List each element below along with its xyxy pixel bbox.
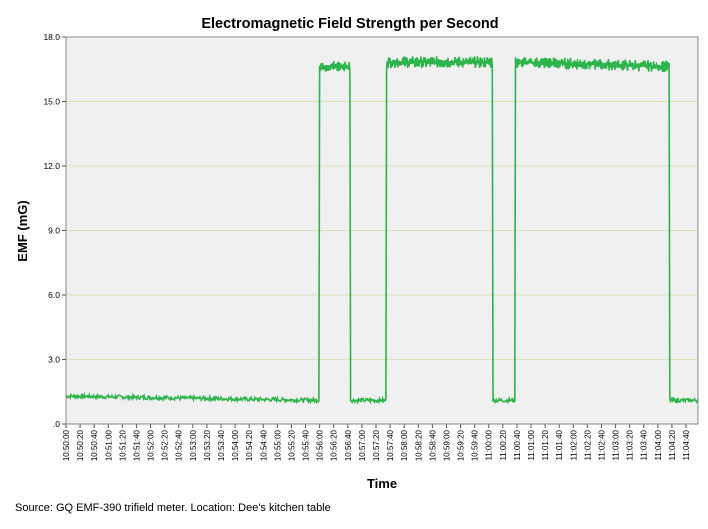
x-tick-label: 10:53:20	[203, 429, 212, 461]
x-tick-label: 10:59:40	[471, 429, 480, 461]
x-tick-label: 11:03:20	[626, 429, 635, 460]
x-tick-label: 11:04:40	[682, 429, 691, 460]
x-tick-label: 10:51:40	[132, 429, 141, 461]
x-tick-label: 10:57:00	[358, 429, 367, 461]
x-tick-label: 10:59:00	[442, 429, 451, 461]
x-tick-label: 10:58:40	[428, 429, 437, 461]
chart-title: Electromagnetic Field Strength per Secon…	[201, 16, 498, 32]
x-tick-label: 11:01:20	[541, 429, 550, 460]
x-tick-label: 10:59:20	[457, 429, 466, 461]
y-axis-title: EMF (mG)	[15, 200, 30, 261]
x-tick-label: 10:50:00	[62, 429, 71, 461]
source-note: Source: GQ EMF-390 trifield meter. Locat…	[15, 502, 331, 514]
y-tick-label: .0	[53, 419, 60, 429]
y-tick-label: 12.0	[43, 161, 60, 171]
gridlines	[66, 101, 698, 360]
x-tick-label: 10:55:00	[273, 429, 282, 461]
x-axis-ticks: 10:50:00 10:50:20 10:50:40 10:51:00 10:51:20…	[62, 424, 691, 461]
emf-series-line	[65, 56, 699, 406]
x-tick-label: 10:50:20	[76, 429, 85, 461]
y-tick-label: 9.0	[48, 226, 60, 236]
x-tick-label: 10:56:40	[344, 429, 353, 461]
x-tick-label: 10:54:00	[231, 429, 240, 461]
x-tick-label: 10:51:20	[118, 429, 127, 461]
y-tick-label: 18.0	[43, 32, 60, 42]
x-tick-label: 10:52:40	[175, 429, 184, 461]
x-tick-label: 11:01:40	[555, 429, 564, 460]
y-tick-label: 3.0	[48, 355, 60, 365]
x-tick-label: 11:00:20	[499, 429, 508, 460]
y-axis-ticks: .0 3.0 6.0 9.0 12.0 15.0 18.0	[43, 32, 66, 429]
x-tick-label: 10:50:40	[90, 429, 99, 461]
x-tick-label: 11:02:40	[597, 429, 606, 460]
x-tick-label: 10:57:20	[372, 429, 381, 461]
x-tick-label: 11:02:20	[583, 429, 592, 460]
y-tick-label: 6.0	[48, 290, 60, 300]
x-tick-label: 11:00:40	[513, 429, 522, 460]
x-tick-label: 10:55:20	[287, 429, 296, 461]
y-tick-label: 15.0	[43, 97, 60, 107]
x-tick-label: 10:52:00	[147, 429, 156, 461]
x-tick-label: 11:04:00	[654, 429, 663, 460]
x-tick-label: 10:54:20	[245, 429, 254, 461]
x-tick-label: 10:56:20	[330, 429, 339, 461]
plot-frame	[65, 36, 699, 425]
x-tick-label: 11:03:40	[640, 429, 649, 460]
x-tick-label: 10:56:00	[316, 429, 325, 461]
x-tick-label: 11:00:00	[485, 429, 494, 460]
x-tick-label: 10:58:20	[414, 429, 423, 461]
x-tick-label: 11:01:00	[527, 429, 536, 460]
x-tick-label: 10:51:00	[104, 429, 113, 461]
x-tick-label: 11:02:00	[569, 429, 578, 460]
x-tick-label: 11:03:00	[612, 429, 621, 460]
x-tick-label: 10:52:20	[161, 429, 170, 461]
x-tick-label: 10:53:40	[217, 429, 226, 461]
x-tick-label: 10:54:40	[259, 429, 268, 461]
x-axis-title: Time	[367, 476, 397, 491]
x-tick-label: 10:53:00	[189, 429, 198, 461]
x-tick-label: 10:58:00	[400, 429, 409, 461]
x-tick-label: 11:04:20	[668, 429, 677, 460]
x-tick-label: 10:57:40	[386, 429, 395, 461]
x-tick-label: 10:55:40	[302, 429, 311, 461]
